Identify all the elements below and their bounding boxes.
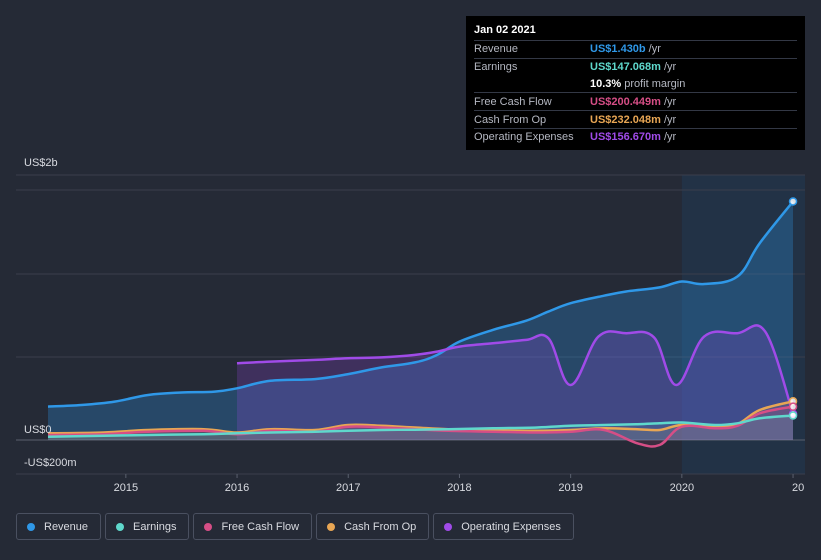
tooltip-row-label: Earnings bbox=[474, 61, 518, 74]
tooltip-row-value: US$232.048m bbox=[590, 113, 661, 126]
tooltip-row-value: US$200.449m bbox=[590, 95, 661, 108]
grid-lines bbox=[16, 174, 805, 475]
cash-from-op-dot-icon bbox=[327, 522, 336, 531]
tooltip-row-value: 10.3% bbox=[590, 77, 622, 90]
revenue-dot-icon bbox=[27, 522, 35, 531]
revenue-area bbox=[48, 201, 793, 440]
earnings-end-marker bbox=[788, 411, 798, 420]
tooltip-row-label: Free Cash Flow bbox=[474, 95, 552, 108]
legend-item-label: Free Cash Flow bbox=[221, 520, 300, 533]
x-tick-label: 2019 bbox=[558, 482, 582, 494]
x-tick-label: 2017 bbox=[336, 482, 360, 494]
free-cash-flow-area bbox=[48, 406, 793, 447]
tooltip-rows: Revenue US$1.430b/yr Earnings US$147.068m/y… bbox=[474, 40, 797, 146]
tooltip-row-unit: /yr bbox=[663, 113, 677, 126]
earnings-line bbox=[47, 414, 794, 438]
tooltip-date: Jan 02 2021 bbox=[474, 24, 536, 36]
tooltip-row: Earnings US$147.068m/yr bbox=[474, 57, 797, 76]
x-axis-ticks: 2015 2016 2017 2018 2019 2020 20 bbox=[114, 474, 804, 494]
tooltip-row: Operating Expenses US$156.670m/yr bbox=[474, 127, 797, 146]
tooltip-row-label: Operating Expenses bbox=[474, 131, 574, 144]
x-tick-label: 2016 bbox=[225, 482, 249, 494]
tooltip-row-unit: /yr bbox=[663, 61, 677, 74]
x-tick-label: 2015 bbox=[114, 482, 138, 494]
legend-item-label: Cash From Op bbox=[344, 520, 417, 533]
legend-item-label: Earnings bbox=[133, 520, 177, 533]
revenue-end-marker bbox=[788, 197, 798, 206]
tooltip: Jan 02 2021 Revenue US$1.430b/yr Earnings U… bbox=[466, 16, 805, 150]
y-axis-label-negative: -US$200m bbox=[24, 457, 77, 469]
series-end-markers bbox=[788, 197, 798, 420]
tooltip-row-label: Cash From Op bbox=[474, 113, 547, 126]
series-areas bbox=[48, 201, 793, 447]
y-axis-label-top: US$2b bbox=[24, 157, 58, 169]
legend-item-label: Revenue bbox=[44, 520, 89, 533]
tooltip-row-unit: profit margin bbox=[624, 77, 686, 90]
legend-item-free-cash-flow[interactable]: Free Cash Flow bbox=[193, 513, 313, 540]
legend-item-label: Operating Expenses bbox=[461, 520, 561, 533]
operating-expenses-dot-icon bbox=[444, 522, 453, 531]
tooltip-row-value: US$1.430b bbox=[590, 43, 646, 56]
tooltip-row-label: Revenue bbox=[474, 43, 519, 56]
tooltip-row: Free Cash Flow US$200.449m/yr bbox=[474, 92, 797, 110]
legend-item-cash-from-op[interactable]: Cash From Op bbox=[316, 513, 430, 540]
earnings-dot-icon bbox=[116, 522, 125, 531]
operating-expenses-line bbox=[236, 324, 795, 415]
tooltip-row-unit: /yr bbox=[663, 95, 677, 108]
legend-item-operating-expenses[interactable]: Operating Expenses bbox=[433, 513, 574, 540]
tooltip-row: 10.3% profit margin bbox=[474, 76, 797, 93]
tooltip-row-unit: /yr bbox=[648, 43, 661, 56]
free-cash-flow-dot-icon bbox=[204, 522, 213, 531]
tooltip-row: Revenue US$1.430b/yr bbox=[474, 40, 797, 58]
operating-expenses-area bbox=[237, 325, 793, 440]
x-tick-label: 2018 bbox=[447, 482, 471, 494]
y-axis-label-zero: US$0 bbox=[24, 424, 52, 436]
tooltip-row-value: US$156.670m bbox=[590, 131, 661, 144]
legend: Revenue Earnings Free Cash Flow Cash From O… bbox=[16, 513, 574, 542]
x-tick-label: 2020 bbox=[670, 482, 694, 494]
series-lines bbox=[47, 200, 795, 448]
tooltip-row-value: US$147.068m bbox=[590, 61, 661, 74]
legend-item-earnings[interactable]: Earnings bbox=[105, 513, 190, 540]
free-cash-flow-end-marker bbox=[788, 402, 798, 411]
legend-item-revenue[interactable]: Revenue bbox=[16, 513, 102, 540]
x-tick-label: 20 bbox=[792, 482, 804, 494]
tooltip-row-unit: /yr bbox=[663, 131, 677, 144]
tooltip-row: Cash From Op US$232.048m/yr bbox=[474, 110, 797, 128]
